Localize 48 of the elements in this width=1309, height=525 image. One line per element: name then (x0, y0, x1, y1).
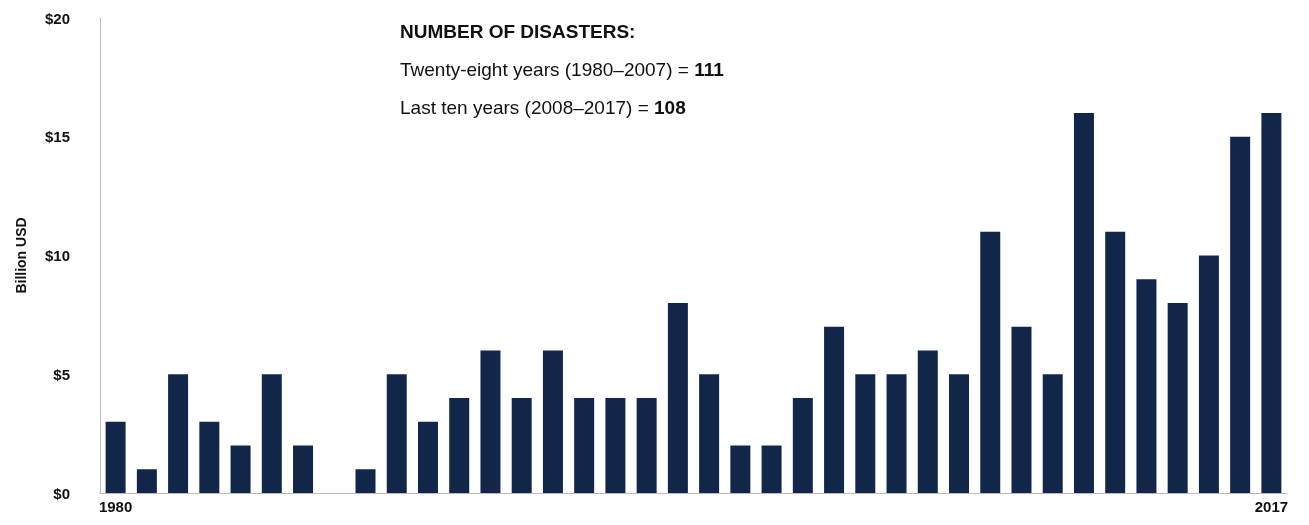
bar (980, 231, 1001, 493)
bar (1167, 303, 1188, 493)
bar (949, 374, 970, 493)
bar (730, 445, 751, 493)
y-tick-label: $20 (44, 9, 70, 27)
bar (605, 398, 626, 493)
bar (168, 374, 189, 493)
y-tick-label: $15 (44, 128, 70, 146)
bar (574, 398, 595, 493)
bar (1261, 113, 1282, 493)
annotation: NUMBER OF DISASTERS: (400, 21, 636, 42)
bar (792, 398, 813, 493)
y-axis-title: Billion USD (13, 217, 29, 294)
bar (449, 398, 470, 493)
bar (1042, 374, 1063, 493)
annotation: Last ten years (2008–2017) = 108 (400, 97, 686, 118)
bar (261, 374, 282, 493)
bar (1230, 136, 1251, 493)
bar (1136, 279, 1157, 493)
y-tick-label: $5 (53, 365, 70, 383)
bar (761, 445, 782, 493)
bar (230, 445, 251, 493)
bar (136, 469, 157, 493)
bar (699, 374, 720, 493)
bar (667, 303, 688, 493)
bar (386, 374, 407, 493)
bar (636, 398, 657, 493)
bar (855, 374, 876, 493)
bar (886, 374, 907, 493)
y-tick-label: $0 (53, 484, 70, 502)
bar (542, 350, 563, 493)
bar (1073, 113, 1094, 493)
x-tick-label: 1980 (98, 498, 133, 515)
bar (511, 398, 532, 493)
bar (355, 469, 376, 493)
bar (417, 421, 438, 493)
bar (293, 445, 314, 493)
y-tick-label: $10 (44, 247, 70, 264)
bar (105, 421, 126, 493)
bar (480, 350, 501, 493)
bar (1011, 326, 1032, 493)
bar (199, 421, 220, 493)
bar (917, 350, 938, 493)
bar (824, 326, 845, 493)
annotation: Twenty-eight years (1980–2007) = 111 (400, 59, 725, 80)
x-tick-label: 2017 (1254, 498, 1289, 515)
bar (1198, 255, 1219, 493)
bar (1105, 231, 1126, 493)
